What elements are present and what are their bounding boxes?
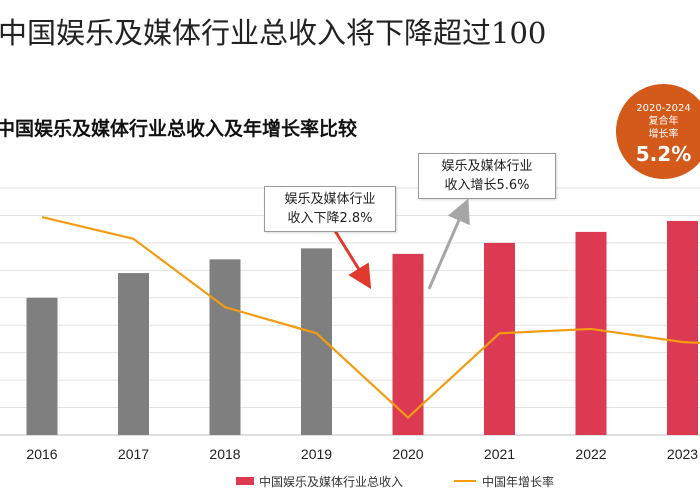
bar-2022 <box>575 231 607 435</box>
bar-2017 <box>118 273 149 435</box>
decline-callout-line2: 收入下降2.8% <box>287 211 373 226</box>
cagr-value: 5.2% <box>635 142 692 166</box>
cagr-badge: 2020-2024 复合年 增长率 5.2% <box>616 84 700 179</box>
bar-2019 <box>301 248 332 435</box>
x-tick-2023: 2023 <box>667 446 698 462</box>
bar-2020 <box>392 253 424 435</box>
bar-2016 <box>26 297 58 435</box>
growth-callout-line1: 娱乐及媒体行业 <box>441 159 533 174</box>
x-tick-2017: 2017 <box>118 446 149 462</box>
bar-2023 <box>667 220 698 435</box>
legend-line-label: 中国年增长率 <box>482 474 554 489</box>
x-tick-2021: 2021 <box>484 446 515 462</box>
bar-2018 <box>209 259 241 435</box>
x-tick-2018: 2018 <box>209 446 240 462</box>
bar-series <box>26 220 698 435</box>
growth-line-series <box>41 215 700 420</box>
bar-2021 <box>484 242 515 435</box>
x-tick-2019: 2019 <box>301 446 332 462</box>
legend-bar-swatch <box>236 477 254 485</box>
growth-arrow <box>427 198 470 290</box>
cagr-period: 2020-2024 <box>636 103 691 114</box>
growth-callout-line2: 收入增长5.6% <box>444 178 530 193</box>
x-tick-2016: 2016 <box>26 446 57 462</box>
decline-callout: 娱乐及媒体行业 收入下降2.8% <box>264 186 396 232</box>
cagr-label-line1: 复合年 <box>648 116 679 127</box>
legend-bar-label: 中国娱乐及媒体行业总收入 <box>259 474 403 489</box>
decline-arrow <box>330 225 372 290</box>
growth-callout: 娱乐及媒体行业 收入增长5.6% <box>418 153 556 199</box>
legend: 中国娱乐及媒体行业总收入 中国年增长率 <box>236 474 554 489</box>
x-axis-ticks: 2016 2017 2018 2019 2020 2021 2022 2023 <box>26 446 698 462</box>
decline-callout-line1: 娱乐及媒体行业 <box>284 192 376 207</box>
x-tick-2020: 2020 <box>392 446 423 462</box>
chart-title: 中国娱乐及媒体行业总收入及年增长率比较 <box>0 118 358 140</box>
x-tick-2022: 2022 <box>575 446 606 462</box>
page-title: 中国娱乐及媒体行业总收入将下降超过100 <box>0 16 547 50</box>
cagr-label-line2: 增长率 <box>648 129 679 140</box>
